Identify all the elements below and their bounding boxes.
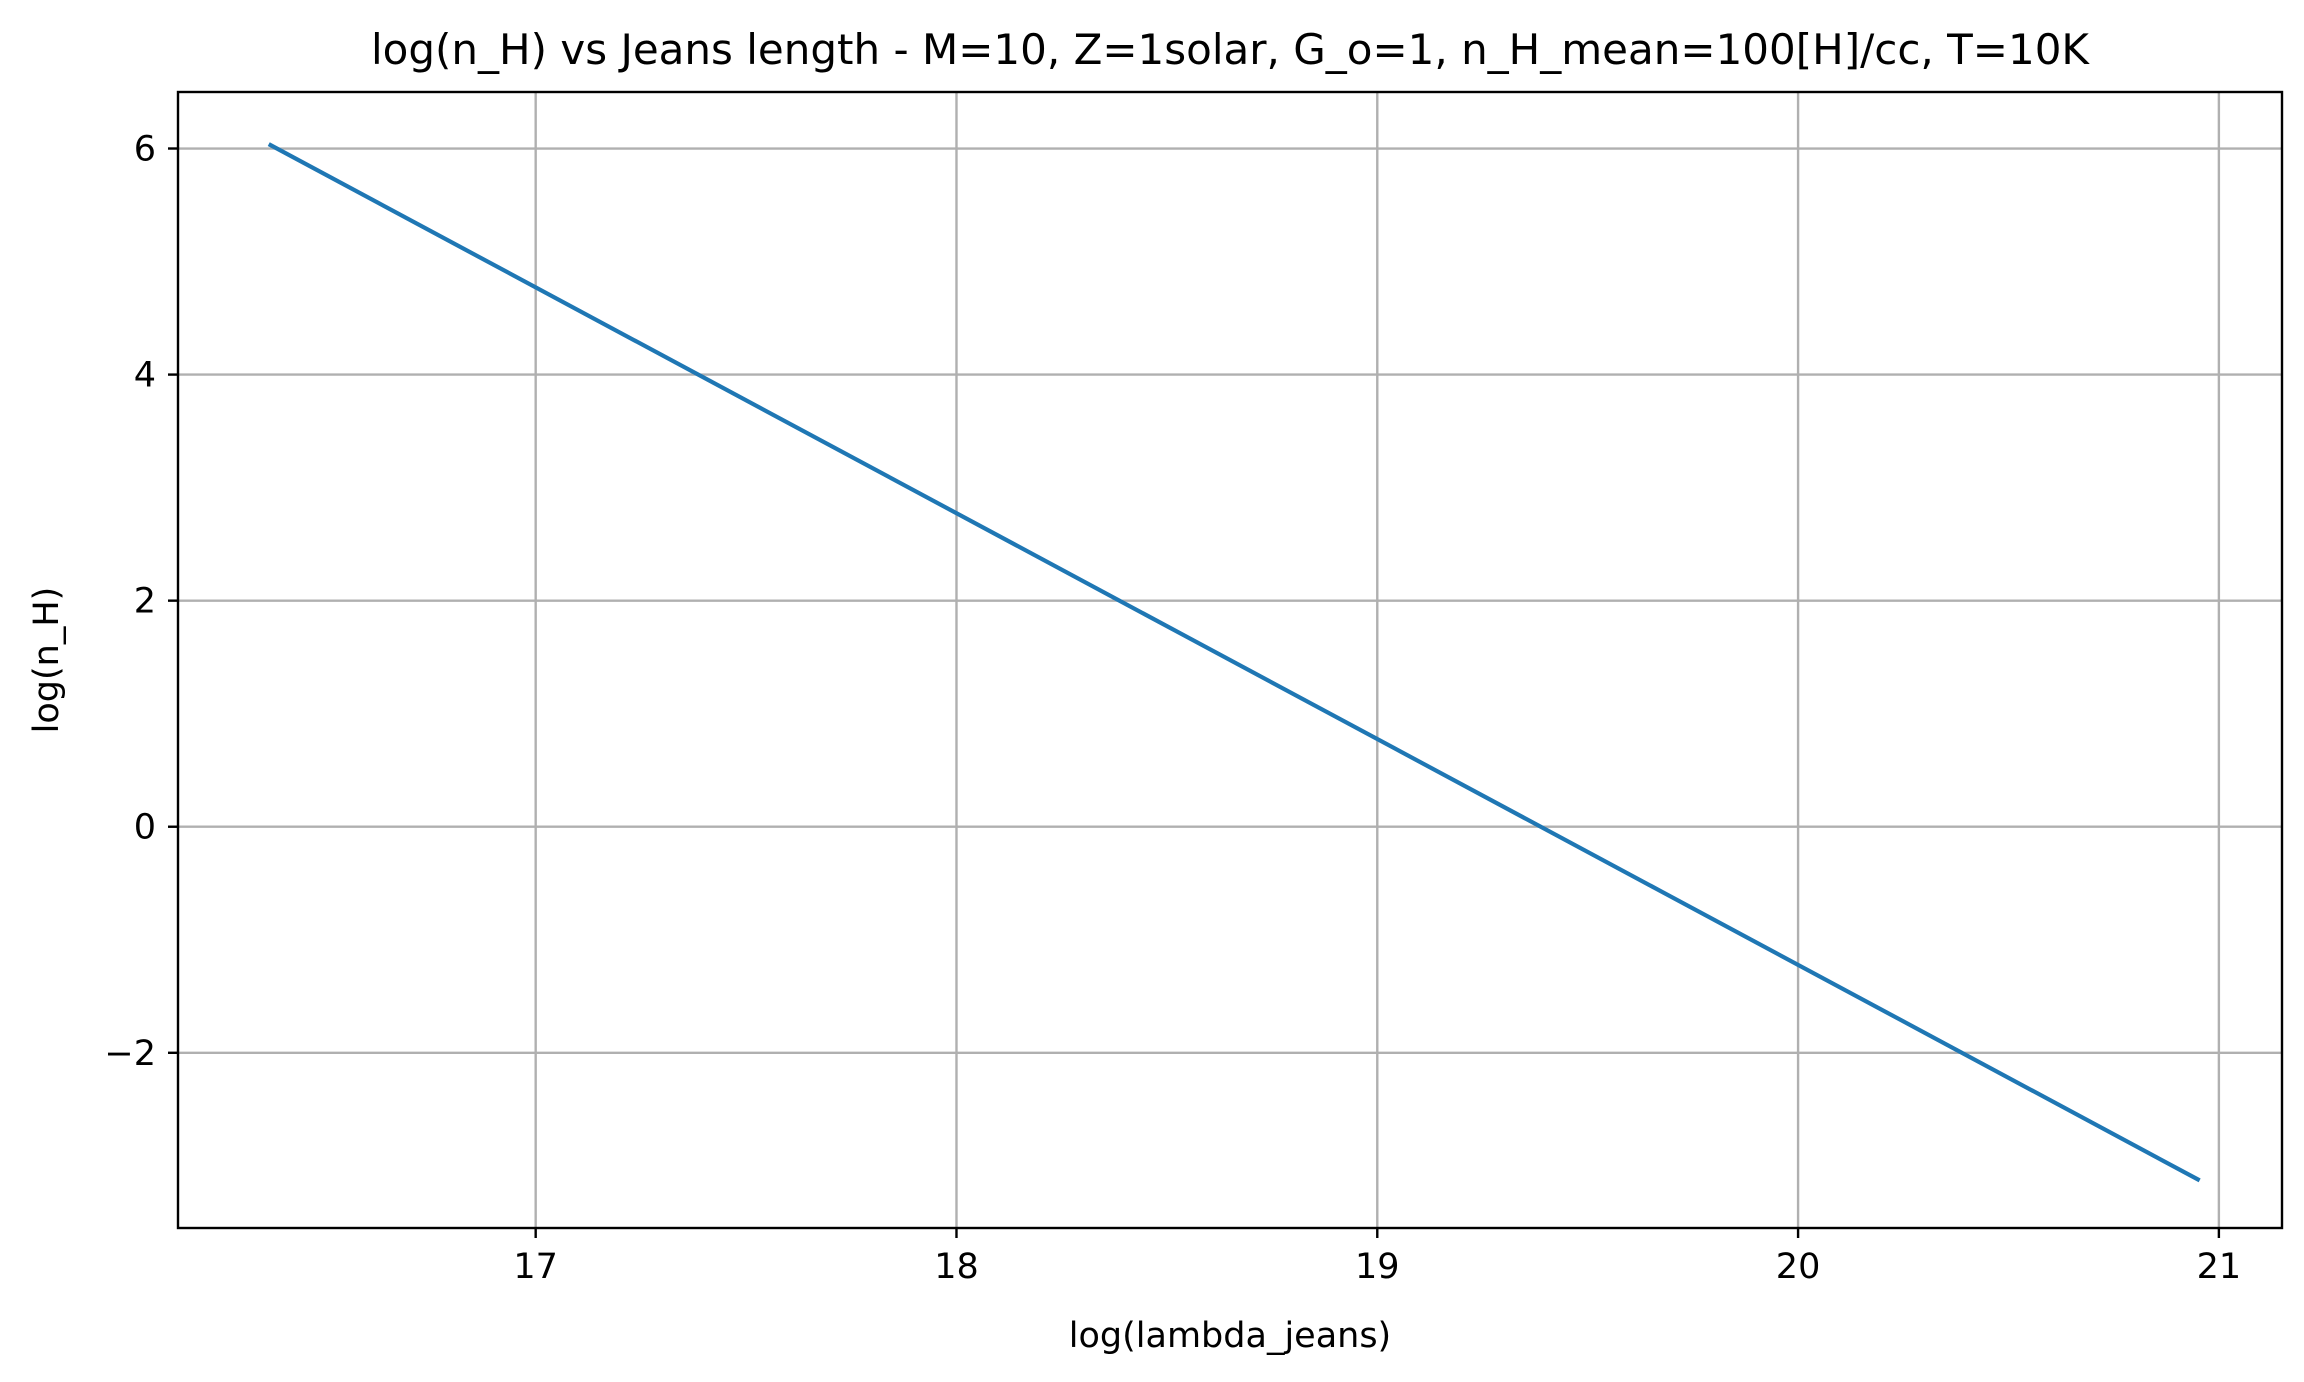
- x-tick-label: 19: [1355, 1247, 1400, 1287]
- x-tick-label: 21: [2197, 1247, 2242, 1287]
- y-tick-label: 6: [134, 130, 156, 170]
- y-tick-label: 2: [134, 582, 156, 622]
- ticks: 17 18 19 20 21 −2 0 2 4 6: [104, 130, 2241, 1287]
- x-tick-label: 18: [934, 1247, 979, 1287]
- y-tick-label: 0: [134, 808, 156, 848]
- grid: [178, 92, 2282, 1228]
- x-axis-label: log(lambda_jeans): [1069, 1316, 1391, 1356]
- plot-frame: [176, 90, 2284, 1230]
- series-line: [267, 142, 2201, 1183]
- y-tick-label: −2: [104, 1034, 156, 1074]
- y-axis-label: log(n_H): [27, 587, 67, 734]
- series-layer: [267, 142, 2201, 1183]
- x-tick-label: 20: [1776, 1247, 1821, 1287]
- y-tick-label: 4: [134, 356, 156, 396]
- x-tick-label: 17: [513, 1247, 558, 1287]
- chart-title: log(n_H) vs Jeans length - M=10, Z=1sola…: [371, 25, 2090, 74]
